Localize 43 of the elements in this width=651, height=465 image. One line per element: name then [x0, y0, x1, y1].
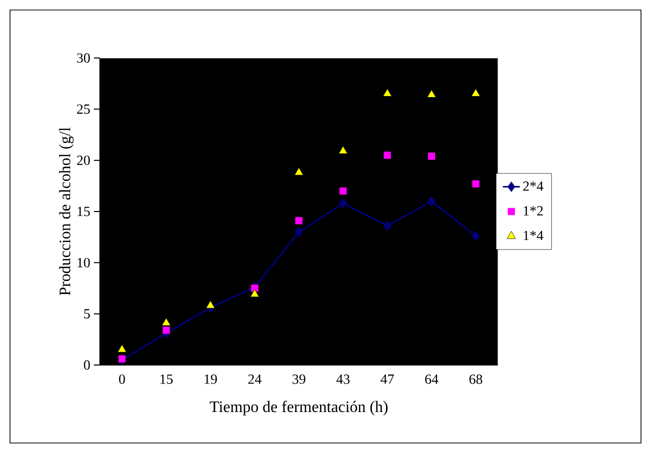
point — [294, 226, 303, 238]
point — [340, 187, 347, 195]
y-axis-title: Produccion de alcohol (g/l — [59, 127, 74, 296]
point — [339, 198, 348, 208]
point — [251, 284, 258, 292]
legend-label: 1*2 — [524, 206, 543, 216]
point — [294, 167, 304, 176]
point — [383, 220, 392, 231]
point — [338, 146, 348, 154]
x-tick-label: 0 — [119, 374, 125, 384]
point — [428, 196, 436, 206]
x-axis-title: Tiempo de fermentación (h) — [210, 400, 388, 416]
y-tick-label: 0 — [84, 360, 90, 370]
x-tick-label: 39 — [292, 374, 306, 384]
x-tick-label: 64 — [425, 374, 438, 384]
y-tick-label: 30 — [77, 53, 90, 63]
y-tick-label: 20 — [77, 156, 90, 166]
point — [384, 152, 391, 159]
x-tick-label: 43 — [336, 374, 350, 384]
y-tick-label: 15 — [78, 206, 90, 216]
point — [162, 318, 171, 326]
point — [427, 90, 436, 98]
legend-label: 1*4 — [524, 230, 544, 240]
point — [117, 344, 127, 352]
y-tick-label: 5 — [84, 309, 90, 318]
legend-label: 2*4 — [523, 181, 544, 191]
y-tick-label: 10 — [78, 258, 90, 268]
x-tick-label: 19 — [204, 374, 217, 384]
point — [250, 289, 260, 298]
x-tick-label: 68 — [469, 374, 482, 384]
point — [295, 217, 302, 224]
point — [162, 326, 170, 334]
x-tick-label: 24 — [248, 374, 262, 384]
point — [118, 355, 126, 362]
point — [428, 152, 436, 160]
point — [206, 300, 215, 308]
x-tick-label: 15 — [160, 374, 173, 384]
point — [382, 88, 392, 96]
point — [472, 180, 480, 188]
y-tick-label: 25 — [77, 104, 90, 114]
point — [471, 88, 480, 96]
point — [472, 230, 480, 242]
x-tick-label: 47 — [380, 374, 394, 384]
